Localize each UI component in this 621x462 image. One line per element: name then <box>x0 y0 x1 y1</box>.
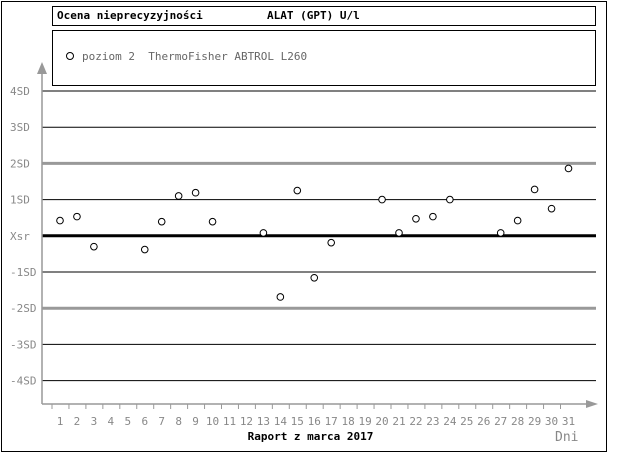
y-tick-label: 2SD <box>10 157 30 170</box>
x-tick-label: 9 <box>192 415 199 428</box>
y-tick-label: 4SD <box>10 85 30 98</box>
x-tick-label: 24 <box>443 415 457 428</box>
x-tick-label: 27 <box>494 415 507 428</box>
x-tick-label: 16 <box>308 415 321 428</box>
y-tick-label: -3SD <box>10 338 37 351</box>
x-tick-label: 10 <box>206 415 219 428</box>
x-tick-label: 14 <box>274 415 288 428</box>
legend-marker-circle-icon <box>66 52 74 60</box>
data-point <box>412 214 420 223</box>
x-tick-label: 17 <box>325 415 338 428</box>
y-tick-label: 1SD <box>10 194 30 207</box>
data-point <box>530 185 539 194</box>
x-tick-label: 22 <box>409 415 422 428</box>
data-point <box>56 216 64 225</box>
data-point <box>310 273 319 282</box>
y-axis-arrow-icon <box>37 62 47 74</box>
x-tick-label: 19 <box>358 415 371 428</box>
data-point <box>395 229 403 237</box>
analyte-title: ALAT (GPT) U/l <box>267 9 360 22</box>
data-point <box>378 195 386 204</box>
x-tick-label: 11 <box>223 415 236 428</box>
x-tick-label: 1 <box>57 415 64 428</box>
x-tick-label: 26 <box>477 415 490 428</box>
data-point <box>191 188 200 197</box>
y-tick-label: 3SD <box>10 121 30 134</box>
data-point <box>73 212 81 221</box>
x-tick-label: 18 <box>342 415 355 428</box>
x-tick-label: 5 <box>124 415 131 428</box>
x-tick-label: 21 <box>392 415 405 428</box>
x-tick-label: 20 <box>375 415 388 428</box>
x-tick-label: 29 <box>528 415 541 428</box>
data-point <box>327 238 336 247</box>
data-point <box>496 229 505 237</box>
y-tick-label: -1SD <box>10 266 37 279</box>
x-tick-label: 12 <box>240 415 253 428</box>
data-point <box>513 216 522 225</box>
data-point <box>157 217 166 226</box>
data-point <box>547 204 556 213</box>
y-tick-label: -2SD <box>10 302 37 315</box>
data-point <box>293 186 302 195</box>
x-tick-label: 4 <box>108 415 115 428</box>
x-tick-label: 7 <box>158 415 165 428</box>
x-tick-label: 25 <box>460 415 473 428</box>
data-point <box>429 212 437 221</box>
data-point <box>276 293 285 301</box>
data-point <box>259 229 268 237</box>
data-point <box>90 242 98 251</box>
x-tick-label: 23 <box>426 415 439 428</box>
data-point <box>174 192 183 200</box>
x-tick-label: 30 <box>545 415 558 428</box>
x-axis-unit: Dni <box>555 430 579 445</box>
y-tick-label: Xsr <box>10 230 30 243</box>
x-axis-arrow-icon <box>586 400 598 408</box>
title-box: Ocena nieprecyzyjności ALAT (GPT) U/l <box>52 6 596 26</box>
data-point <box>564 164 573 173</box>
y-tick-label: -4SD <box>10 375 37 388</box>
x-tick-label: 2 <box>74 415 81 428</box>
chart-title: Ocena nieprecyzyjności <box>57 9 203 22</box>
data-point <box>208 217 217 226</box>
data-point <box>140 245 149 254</box>
legend: poziom 2 ThermoFisher ABTROL L260 <box>52 30 596 86</box>
x-tick-label: 8 <box>175 415 182 428</box>
data-point <box>446 195 454 204</box>
x-tick-label: 13 <box>257 415 270 428</box>
x-tick-label: 3 <box>91 415 98 428</box>
legend-entry: poziom 2 ThermoFisher ABTROL L260 <box>82 50 308 63</box>
x-tick-label: 31 <box>562 415 575 428</box>
chart-frame <box>1 1 607 452</box>
x-tick-label: 15 <box>291 415 304 428</box>
x-tick-label: 28 <box>511 415 524 428</box>
x-tick-label: 6 <box>141 415 148 428</box>
x-axis-title: Raport z marca 2017 <box>247 430 374 443</box>
